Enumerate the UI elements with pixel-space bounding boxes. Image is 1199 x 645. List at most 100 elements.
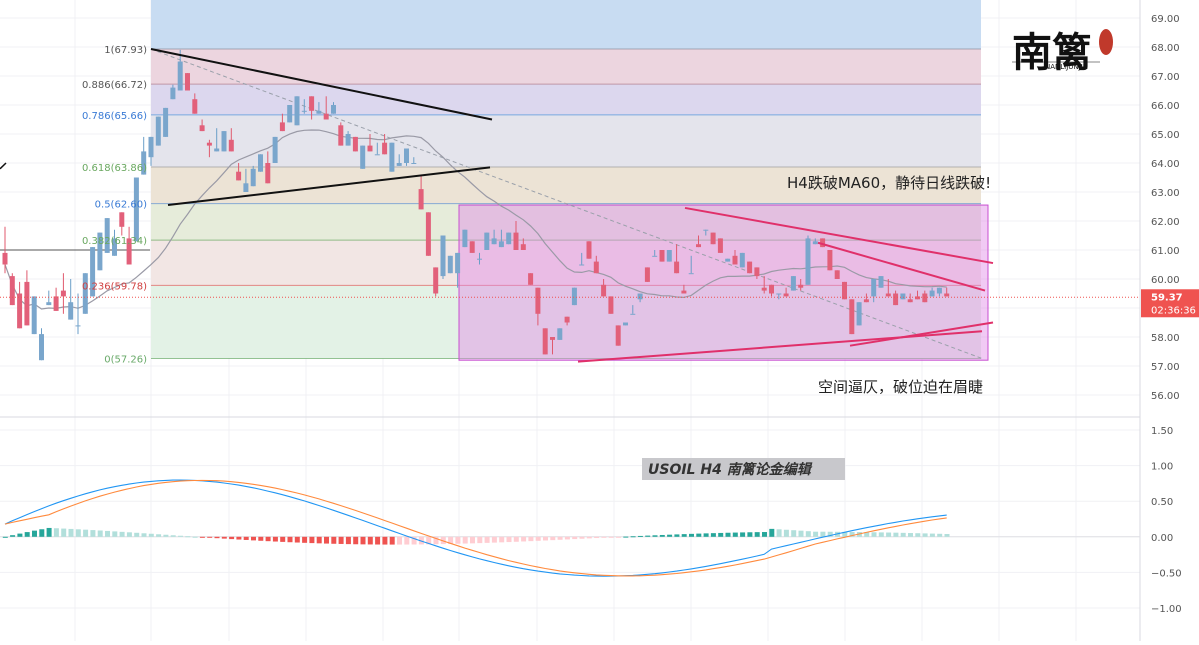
candle-body (593, 261, 599, 274)
macd-histogram-bar (900, 532, 906, 537)
fib-level-label: 0.886(66.72) (82, 80, 147, 91)
macd-histogram-bar (426, 536, 432, 545)
macd-tick-label: −1.00 (1151, 604, 1182, 615)
macd-histogram-bar (221, 536, 227, 539)
macd-histogram-bar (944, 534, 950, 537)
macd-histogram-bar (433, 536, 439, 545)
candle-body (170, 87, 176, 100)
macd-panel (0, 479, 1140, 577)
candle-body (885, 293, 891, 297)
candle-body (462, 229, 468, 248)
candle-body (893, 293, 899, 306)
candle-body (907, 299, 913, 303)
macd-histogram-bar (769, 528, 775, 537)
candle-body (68, 302, 74, 320)
fib-level-label: 0.382(61.34) (82, 236, 147, 247)
candle-body (133, 177, 139, 242)
macd-histogram-bar (46, 527, 52, 537)
macd-histogram-bar (112, 531, 118, 537)
candle-body (126, 238, 132, 265)
fib-band (151, 0, 981, 50)
macd-histogram-bar (178, 535, 183, 537)
candle-body (637, 293, 643, 300)
candle-body (790, 276, 796, 291)
macd-histogram-bar (601, 536, 607, 538)
candle-body (922, 293, 928, 303)
macd-histogram-bar (813, 531, 819, 537)
channel-upper-line (684, 206, 994, 265)
macd-histogram-bar (579, 536, 585, 539)
candle-body (776, 293, 782, 295)
candle-body (484, 232, 490, 250)
macd-histogram-bar (681, 534, 687, 537)
macd-histogram-bar (703, 533, 709, 537)
candle-body (258, 154, 263, 172)
macd-histogram-bar (316, 536, 322, 544)
candle-body (228, 139, 234, 152)
macd-histogram-bar (842, 531, 848, 537)
macd-histogram-bar (360, 536, 366, 545)
macd-histogram-bar (258, 536, 264, 541)
candle-body (769, 284, 774, 294)
candle-body (696, 244, 701, 248)
macd-histogram-bar (608, 536, 614, 538)
macd-histogram-bar (97, 530, 103, 537)
annotation-ma60-break: H4跌破MA60，静待日线跌破! (787, 174, 991, 192)
candle-body (630, 313, 636, 315)
candle-body (878, 276, 884, 288)
candle-body (177, 61, 183, 91)
candle-body (681, 290, 687, 294)
price-tick-label: 57.00 (1151, 362, 1180, 373)
macd-histogram-bar (710, 533, 716, 537)
price-tick-label: 66.00 (1151, 101, 1180, 112)
macd-histogram-bar (68, 528, 74, 537)
candle-body (97, 232, 103, 271)
candle-body (309, 96, 315, 111)
price-tick-label: 65.00 (1151, 130, 1180, 141)
macd-histogram-bar (908, 533, 913, 537)
candle-body (141, 151, 147, 175)
macd-histogram-bar (199, 536, 205, 538)
macd-histogram-bar (345, 536, 351, 545)
candle-body (82, 273, 88, 314)
candle-body (396, 163, 402, 166)
macd-histogram-bar (528, 536, 534, 542)
candle-body (834, 270, 840, 279)
macd-histogram-bar (893, 532, 899, 537)
fib-band (151, 84, 981, 115)
macd-histogram-bar (24, 532, 30, 537)
candle-body (725, 258, 731, 262)
candle-body (287, 105, 293, 123)
macd-histogram-bar (90, 530, 96, 537)
macd-histogram-bar (477, 536, 483, 544)
candle-body (615, 325, 621, 346)
macd-histogram-bar (922, 533, 928, 537)
fib-level-label: 0.5(62.60) (95, 200, 147, 211)
fib-level-label: 1(67.93) (104, 45, 147, 56)
symbol-label: USOIL H4 南篱论金编辑 (648, 461, 813, 478)
candle-body (520, 244, 526, 250)
fib-level-label: 0.236(59.78) (82, 281, 147, 292)
current-price-tag (1141, 289, 1199, 318)
candle-body (331, 105, 336, 114)
macd-histogram-bar (170, 535, 176, 537)
macd-histogram-bar (156, 534, 162, 537)
macd-histogram-bar (404, 536, 410, 545)
macd-histogram-bar (17, 533, 23, 537)
macd-histogram-bar (236, 536, 242, 540)
macd-histogram-bar (557, 536, 563, 540)
wedge-lower-line (849, 321, 994, 347)
macd-histogram-bar (331, 536, 337, 544)
candle-body (608, 296, 614, 314)
candle-body (842, 281, 847, 300)
macd-histogram-bar (338, 536, 344, 544)
left-edge-line (0, 162, 7, 170)
annotation-breakout-imminent: 空间逼仄，破位迫在眉睫 (818, 378, 983, 396)
candle-body (112, 238, 117, 256)
candle-body (206, 142, 212, 146)
macd-histogram-bar (637, 535, 643, 537)
candle-body (783, 293, 789, 297)
macd-histogram-bar (878, 532, 884, 537)
